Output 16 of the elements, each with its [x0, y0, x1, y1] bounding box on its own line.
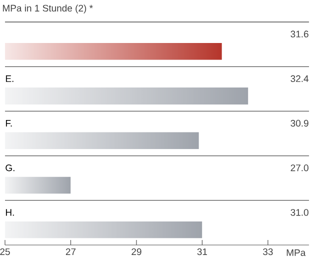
data-label: 30.9 — [290, 120, 308, 127]
y-tick-label: F. — [6, 120, 12, 127]
y-tick-label: E. — [6, 75, 14, 82]
x-tick-label: 27 — [66, 248, 76, 256]
x-tick-label: 25 — [0, 248, 10, 256]
y-tick-label: H. — [6, 209, 14, 216]
x-tick-label: 33 — [262, 248, 273, 256]
x-axis-title: MPa — [286, 249, 306, 256]
y-tick-label: G. — [6, 164, 14, 172]
data-label: 32.4 — [290, 75, 309, 82]
data-label: 31.0 — [290, 209, 308, 216]
x-tick-label: 29 — [132, 248, 142, 256]
x-tick-label: 31 — [197, 248, 207, 256]
data-label: 27.0 — [290, 164, 308, 172]
data-label: 31.6 — [290, 30, 308, 38]
chart-title: MPa in 1 Stunde (2) * — [2, 4, 93, 14]
